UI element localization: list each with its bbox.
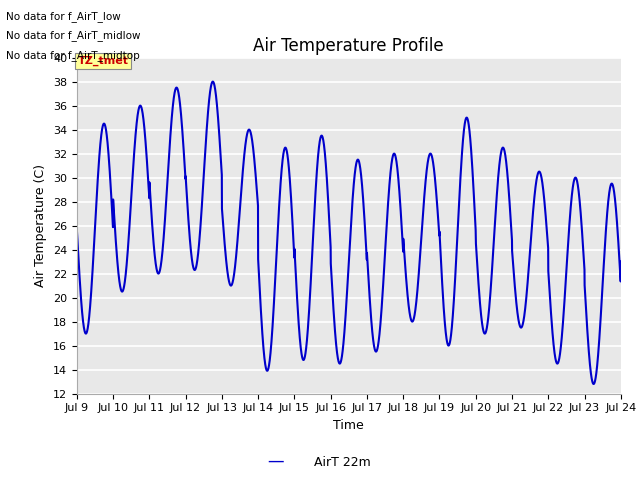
Text: AirT 22m: AirT 22m	[314, 456, 371, 468]
Title: Air Temperature Profile: Air Temperature Profile	[253, 36, 444, 55]
Y-axis label: Air Temperature (C): Air Temperature (C)	[35, 164, 47, 287]
Text: TZ_tmet: TZ_tmet	[77, 56, 129, 66]
Text: No data for f_AirT_midtop: No data for f_AirT_midtop	[6, 49, 140, 60]
Text: No data for f_AirT_low: No data for f_AirT_low	[6, 11, 121, 22]
Text: —: —	[267, 452, 284, 469]
X-axis label: Time: Time	[333, 419, 364, 432]
Text: No data for f_AirT_midlow: No data for f_AirT_midlow	[6, 30, 141, 41]
